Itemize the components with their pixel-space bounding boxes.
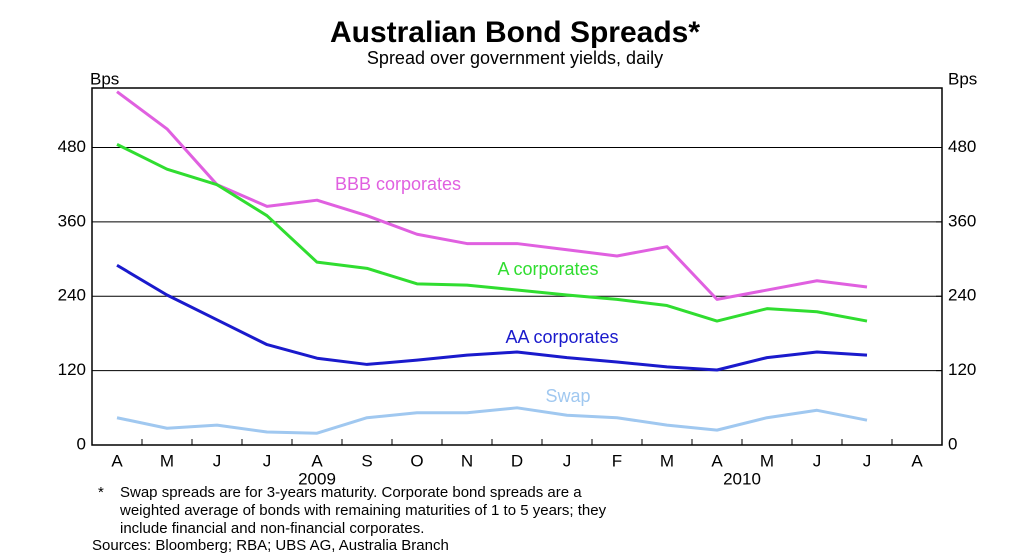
y2-tick-label: 120 <box>948 360 976 379</box>
footnote-line: weighted average of bonds with remaining… <box>119 502 607 519</box>
x-tick-label: A <box>311 451 323 470</box>
footnote-line: Swap spreads are for 3-years maturity. C… <box>120 484 582 501</box>
y2-tick-label: 240 <box>948 286 976 305</box>
year-label: 2010 <box>723 469 761 488</box>
x-tick-label: M <box>760 451 774 470</box>
x-tick-label: J <box>563 451 572 470</box>
footnote-line: include financial and non-financial corp… <box>120 520 424 537</box>
x-tick-label: D <box>511 451 523 470</box>
x-tick-label: O <box>410 451 423 470</box>
x-tick-label: A <box>111 451 123 470</box>
chart-subtitle: Spread over government yields, daily <box>367 48 663 68</box>
x-tick-label: J <box>863 451 872 470</box>
year-label: 2009 <box>298 469 336 488</box>
x-tick-label: A <box>911 451 923 470</box>
y2-tick-label: 0 <box>948 434 957 453</box>
sources: Sources: Bloomberg; RBA; UBS AG, Austral… <box>92 537 449 554</box>
y-axis-label: Bps <box>90 69 119 88</box>
x-tick-label: M <box>660 451 674 470</box>
x-tick-label: F <box>612 451 622 470</box>
y2-axis-label: Bps <box>948 69 977 88</box>
x-tick-label: J <box>263 451 272 470</box>
y-tick-label: 480 <box>58 137 86 156</box>
y-tick-label: 360 <box>58 211 86 230</box>
footnote-marker: * <box>98 484 104 501</box>
x-tick-label: M <box>160 451 174 470</box>
x-tick-label: J <box>813 451 822 470</box>
series-line <box>116 90 868 301</box>
chart-title: Australian Bond Spreads* <box>330 16 700 49</box>
series-label: A corporates <box>497 259 598 279</box>
series-line <box>116 143 868 323</box>
x-tick-label: A <box>711 451 723 470</box>
series-line <box>116 263 868 372</box>
x-tick-label: N <box>461 451 473 470</box>
y-tick-label: 120 <box>58 360 86 379</box>
series-label: BBB corporates <box>335 174 461 194</box>
y2-tick-label: 480 <box>948 137 976 156</box>
x-tick-label: J <box>213 451 222 470</box>
y-tick-label: 0 <box>77 434 86 453</box>
y-tick-label: 240 <box>58 286 86 305</box>
x-tick-label: S <box>361 451 372 470</box>
series-label: Swap <box>545 386 590 406</box>
series-label: AA corporates <box>505 327 618 347</box>
y2-tick-label: 360 <box>948 211 976 230</box>
series-line <box>116 406 868 435</box>
